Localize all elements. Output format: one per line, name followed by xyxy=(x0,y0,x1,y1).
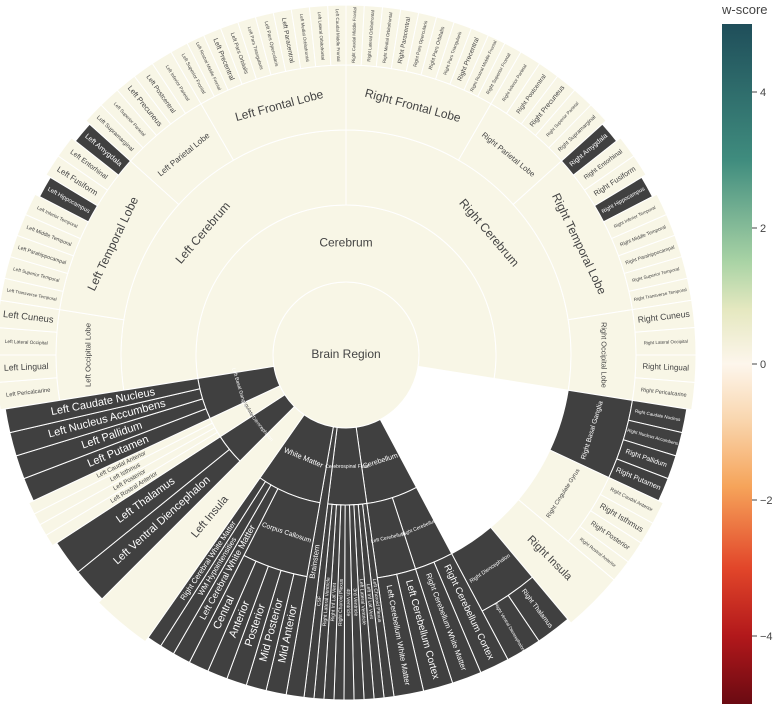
colorbar-tick-label: −2 xyxy=(760,495,773,507)
colorbar-tick-label: 4 xyxy=(760,87,766,99)
sunburst-segments xyxy=(0,4,697,701)
colorbar-tick-label: 0 xyxy=(760,359,766,371)
colorbar-ticks: 4 2 0 −2 −4 xyxy=(752,87,773,643)
colorbar-title: w-score xyxy=(721,2,768,17)
colorbar-gradient xyxy=(722,24,752,704)
segment-left-caudate-nucleus[interactable] xyxy=(4,377,201,434)
colorbar-tick-label: 2 xyxy=(760,223,766,235)
colorbar-tick-label: −4 xyxy=(760,631,773,643)
